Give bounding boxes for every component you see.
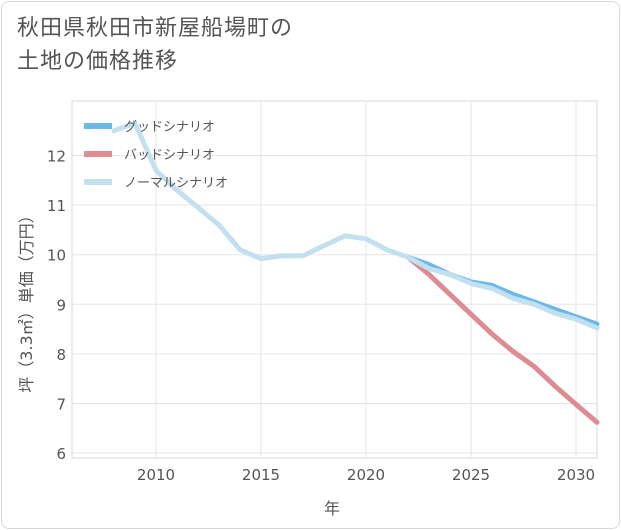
- legend-normal-scenario-label: ノーマルシナリオ: [124, 176, 228, 191]
- y-tick-10: 10: [47, 247, 66, 265]
- chart-title-line-2: 土地の価格推移: [17, 49, 179, 74]
- x-tick-2025: 2025: [452, 466, 490, 484]
- x-tick-2020: 2020: [347, 466, 385, 484]
- legend-bad-scenario-label: バッドシナリオ: [124, 148, 215, 163]
- legend-good-scenario-label: グッドシナリオ: [124, 120, 215, 135]
- y-tick-12: 12: [47, 148, 66, 166]
- normal-scenario-line: [111, 120, 600, 331]
- chart-title: 秋田県秋田市新屋船場町の 土地の価格推移: [17, 12, 293, 78]
- bad-scenario-line: [405, 254, 600, 425]
- x-tick-2015: 2015: [242, 466, 280, 484]
- y-tick-7: 7: [56, 395, 66, 413]
- grid-lines: [72, 101, 597, 458]
- x-tick-labels: 2010 2015 2020 2025 2030: [137, 466, 595, 484]
- x-axis-title: 年: [324, 499, 340, 518]
- y-tick-6: 6: [56, 445, 66, 463]
- x-tick-2030: 2030: [557, 466, 595, 484]
- plot-area: [71, 100, 598, 459]
- y-tick-11: 11: [47, 197, 66, 215]
- series-lines: [111, 120, 600, 425]
- chart-title-line-1: 秋田県秋田市新屋船場町の: [17, 16, 294, 41]
- x-tick-2010: 2010: [137, 466, 175, 484]
- y-axis-title: 坪（3.3㎡）単価（万円）: [17, 207, 36, 392]
- y-tick-labels: 6 7 8 9 10 11 12: [47, 148, 66, 463]
- y-tick-9: 9: [56, 296, 66, 314]
- y-tick-8: 8: [56, 346, 66, 364]
